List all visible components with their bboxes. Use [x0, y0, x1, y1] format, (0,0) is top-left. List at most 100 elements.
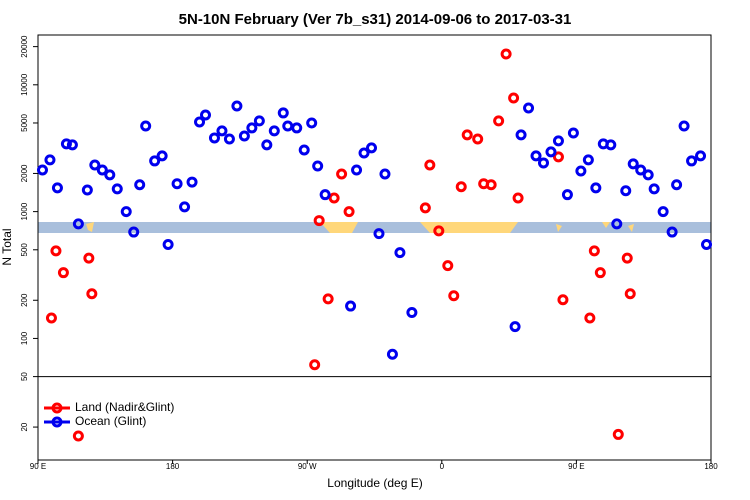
- point: [545, 146, 557, 158]
- point: [246, 122, 258, 134]
- point: [620, 185, 632, 197]
- point: [277, 107, 289, 119]
- point: [611, 218, 623, 230]
- point: [406, 307, 418, 319]
- point: [621, 252, 633, 264]
- point: [345, 300, 357, 312]
- x-axis-label: Longitude (deg E): [327, 476, 422, 490]
- point: [104, 169, 116, 181]
- point: [261, 139, 273, 151]
- point: [282, 120, 294, 132]
- point: [635, 164, 647, 176]
- point: [523, 102, 535, 114]
- point: [89, 159, 101, 171]
- point: [343, 206, 355, 218]
- point: [472, 133, 484, 145]
- point: [162, 239, 174, 251]
- point: [678, 120, 690, 132]
- point: [312, 160, 324, 172]
- point: [328, 192, 340, 204]
- point: [552, 135, 564, 147]
- point: [512, 192, 524, 204]
- x-tick-label: 180: [704, 462, 718, 471]
- point: [701, 239, 713, 251]
- point: [373, 228, 385, 240]
- point: [336, 168, 348, 180]
- point: [149, 155, 161, 167]
- point: [358, 147, 370, 159]
- point: [642, 169, 654, 181]
- point: [582, 154, 594, 166]
- point: [50, 245, 62, 257]
- point: [171, 178, 183, 190]
- point: [686, 155, 698, 167]
- y-tick-label: 10000: [20, 73, 29, 96]
- point: [45, 312, 57, 324]
- point: [448, 290, 460, 302]
- point: [268, 125, 280, 137]
- point: [81, 184, 93, 196]
- point: [66, 139, 78, 151]
- point: [627, 158, 639, 170]
- point: [306, 117, 318, 129]
- point: [186, 176, 198, 188]
- point: [60, 138, 72, 150]
- y-tick-label: 20000: [20, 35, 29, 58]
- point: [291, 122, 303, 134]
- point: [493, 115, 505, 127]
- y-tick-label: 50: [20, 372, 29, 381]
- x-tick-label: 90 W: [298, 462, 317, 471]
- plot-frame: [37, 34, 712, 461]
- y-tick-label: 2000: [20, 164, 29, 182]
- point: [500, 48, 512, 60]
- point: [216, 125, 228, 137]
- point: [322, 293, 334, 305]
- point: [419, 202, 431, 214]
- point: [309, 359, 321, 371]
- point: [96, 164, 108, 176]
- point: [584, 312, 596, 324]
- legend-label: Ocean (Glint): [75, 414, 146, 428]
- point: [561, 189, 573, 201]
- point: [567, 127, 579, 139]
- x-tick-label: 0: [440, 462, 445, 471]
- point: [552, 151, 564, 163]
- point: [44, 154, 56, 166]
- point: [194, 116, 206, 128]
- point: [394, 247, 406, 259]
- point: [128, 226, 140, 238]
- point: [386, 348, 398, 360]
- chart-title: 5N-10N February (Ver 7b_s31) 2014-09-06 …: [179, 11, 572, 28]
- point: [57, 267, 69, 279]
- point: [612, 428, 624, 440]
- point: [442, 260, 454, 272]
- point: [433, 225, 445, 237]
- point: [515, 129, 527, 141]
- point: [695, 150, 707, 162]
- y-tick-label: 1000: [20, 202, 29, 220]
- point: [238, 130, 250, 142]
- point: [624, 288, 636, 300]
- point: [134, 179, 146, 191]
- point: [575, 165, 587, 177]
- point: [509, 321, 521, 333]
- point: [253, 115, 265, 127]
- point: [424, 159, 436, 171]
- point: [156, 150, 168, 162]
- point: [179, 201, 191, 213]
- point: [666, 226, 678, 238]
- point: [120, 206, 132, 218]
- point: [590, 182, 602, 194]
- point: [231, 100, 243, 112]
- point: [379, 168, 391, 180]
- point: [72, 430, 84, 442]
- point: [508, 92, 520, 104]
- y-tick-label: 200: [20, 293, 29, 307]
- point: [36, 164, 48, 176]
- point: [557, 294, 569, 306]
- point: [200, 109, 212, 121]
- point: [140, 120, 152, 132]
- legend-label: Land (Nadir&Glint): [75, 400, 174, 414]
- point: [313, 215, 325, 227]
